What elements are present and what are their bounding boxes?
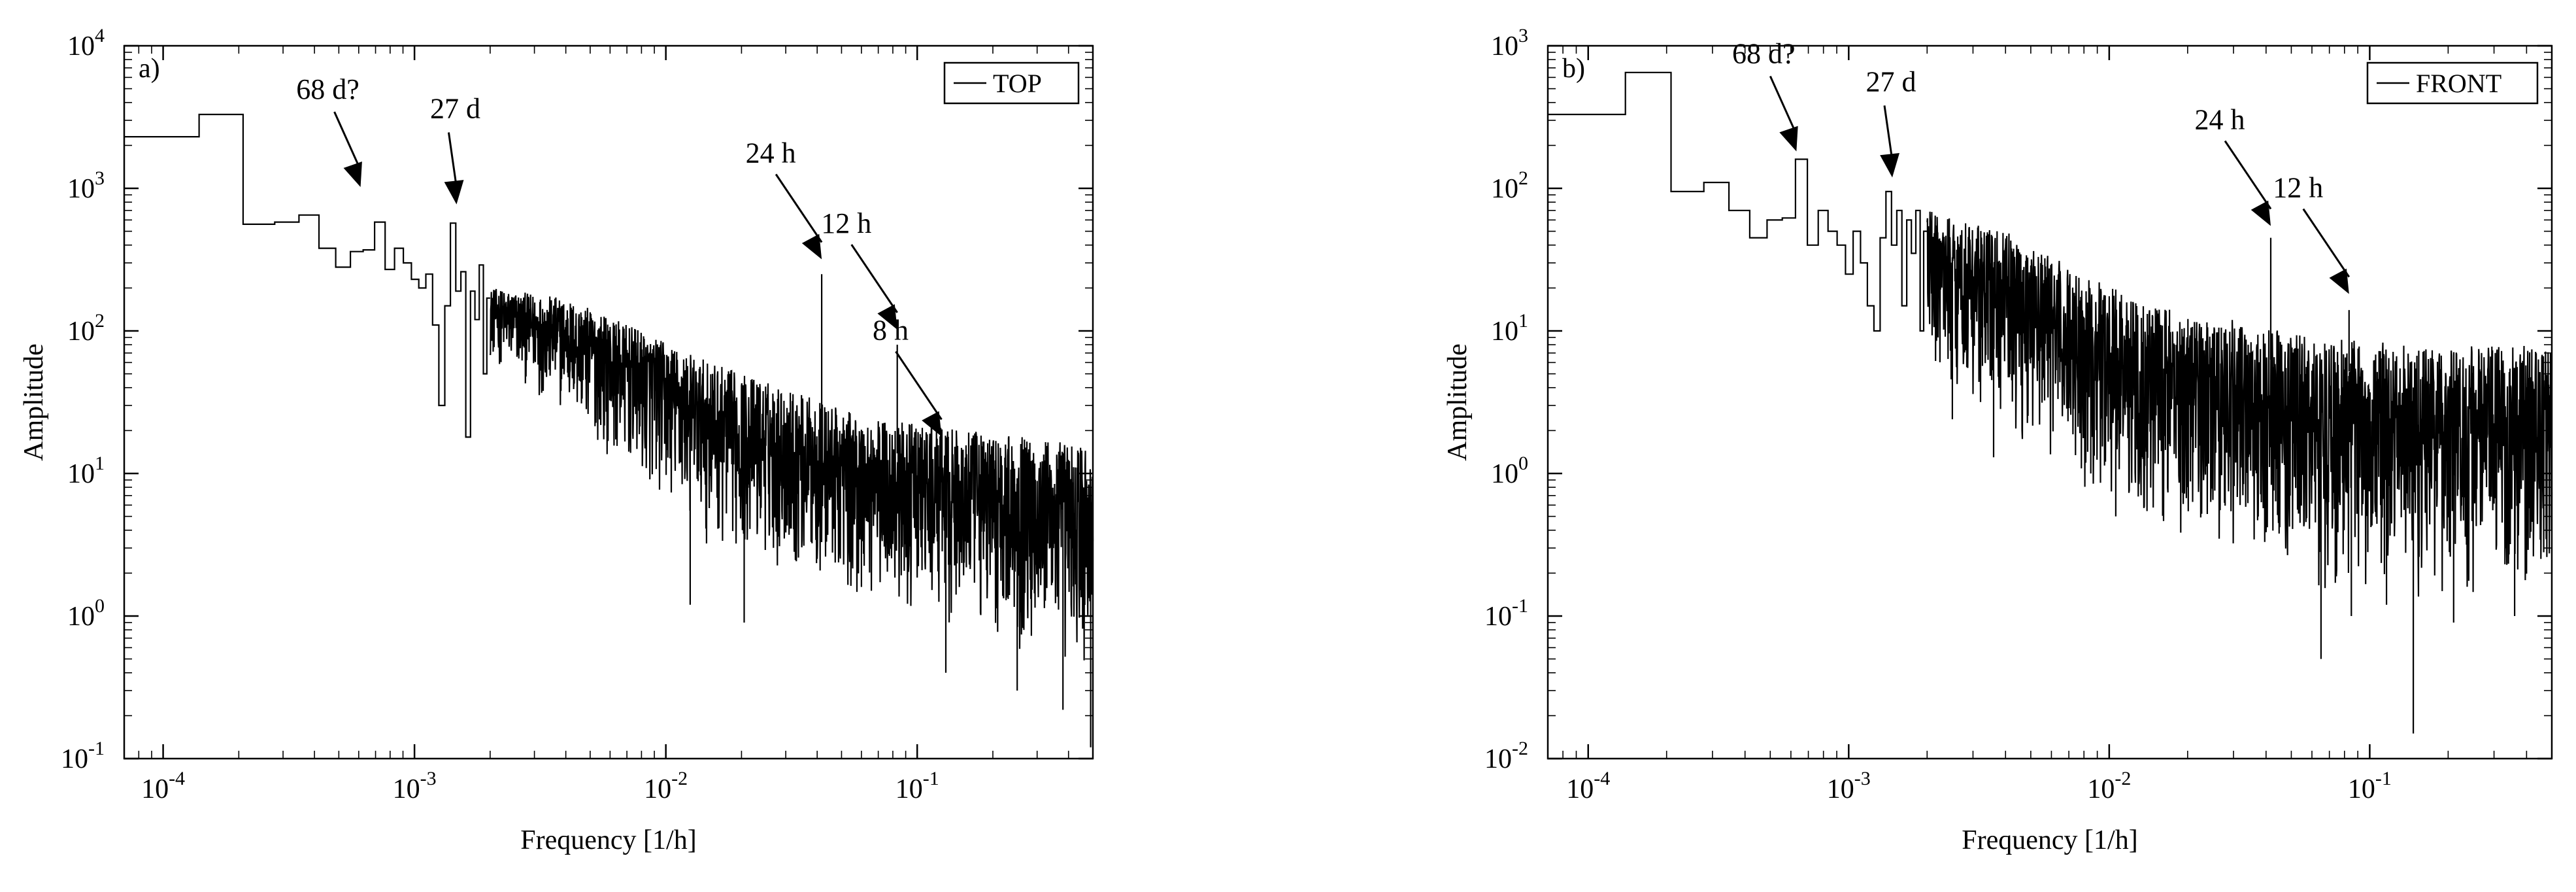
front-x-tick-label: 10-1 — [2348, 768, 2392, 804]
top-legend-label: TOP — [993, 69, 1042, 98]
front-panel-label: b) — [1562, 54, 1585, 84]
top-x-tick-label: 10-2 — [644, 768, 688, 804]
front-y-tick-label: 103 — [1491, 25, 1528, 61]
top-annotation-arrowhead — [877, 304, 897, 330]
front-y-tick-label: 101 — [1491, 310, 1528, 347]
front-annotation-arrowhead — [1779, 126, 1798, 152]
front-annotation-label: 12 h — [2273, 172, 2323, 204]
top-annotation-label: 27 d — [430, 93, 480, 125]
top-annotation-arrowhead — [444, 180, 464, 205]
front-y-tick-label: 102 — [1491, 167, 1528, 204]
front-annotation-arrow — [1769, 75, 1798, 135]
top-x-ticks: 10-4 10-3 10-2 10-1 — [124, 46, 1094, 804]
top-annotation-arrowhead — [343, 162, 362, 187]
front-annotation-arrowhead — [1880, 152, 1899, 178]
top-legend: TOP — [943, 61, 1080, 105]
top-y-tick-label: 102 — [67, 310, 105, 347]
top-annotation-label: 68 d? — [296, 73, 360, 105]
top-y-tick-label: 101 — [67, 453, 105, 489]
top-y-axis-label: Amplitude — [19, 343, 49, 461]
front-spectrum-noise — [1926, 211, 2553, 734]
top-annotation-arrow — [447, 132, 458, 188]
top-annotation-label: 12 h — [821, 207, 871, 239]
top-annotation-arrow — [850, 244, 898, 313]
front-y-tick-label: 100 — [1491, 453, 1528, 489]
front-spectrum-steps — [1548, 71, 1928, 332]
front-x-tick-label: 10-4 — [1566, 768, 1610, 804]
top-annotation-label: 8 h — [873, 315, 909, 347]
top-annotation-arrow — [895, 351, 943, 420]
front-x-tick-label: 10-3 — [1827, 768, 1871, 804]
top-x-tick-label: 10-1 — [895, 768, 939, 804]
top-y-ticks: 10-1 100 101 102 103 104 — [61, 25, 1093, 774]
top-spectrum-noise — [489, 274, 1094, 747]
top-plot-frame — [123, 44, 1094, 760]
front-annotation-arrowhead — [2329, 268, 2349, 294]
top-panel-label: a) — [139, 54, 160, 84]
top-annotation-arrowhead — [922, 411, 942, 437]
front-x-ticks: 10-4 10-3 10-2 10-1 — [1547, 46, 2552, 804]
top-x-tick-label: 10-4 — [141, 768, 185, 804]
panel-front: 10-4 10-3 10-2 10-1 10-2 10-1 100 101 102 103 b)… — [1443, 25, 2553, 855]
front-legend-label: FRONT — [2416, 69, 2501, 98]
front-legend: FRONT — [2366, 61, 2539, 105]
top-y-tick-label: 103 — [67, 167, 105, 204]
front-y-tick-label: 10-1 — [1484, 595, 1528, 632]
top-y-tick-label: 10-1 — [61, 738, 105, 774]
top-y-tick-label: 104 — [67, 25, 105, 61]
top-x-tick-label: 10-3 — [393, 768, 437, 804]
top-x-axis-label: Frequency [1/h] — [520, 825, 696, 855]
front-annotation-arrowhead — [2250, 200, 2271, 226]
front-annotation-arrow — [2302, 208, 2350, 278]
top-annotation-arrow — [775, 173, 823, 243]
top-annotation-arrow — [333, 111, 361, 171]
top-y-tick-label: 100 — [67, 595, 105, 632]
front-y-ticks: 10-2 10-1 100 101 102 103 — [1484, 25, 2552, 774]
front-annotation-arrow — [2224, 140, 2272, 210]
front-y-tick-label: 10-2 — [1484, 738, 1528, 774]
front-annotations: 68 d? 27 d 24 h 12 h — [1732, 38, 2350, 294]
front-x-tick-label: 10-2 — [2087, 768, 2131, 804]
top-annotations: 68 d? 27 d 24 h 12 h 8 h — [296, 73, 943, 437]
top-spectrum-steps — [124, 113, 490, 438]
top-annotation-arrowhead — [801, 233, 822, 260]
front-annotation-label: 68 d? — [1732, 38, 1796, 70]
front-plot-frame — [1547, 44, 2553, 760]
front-annotation-label: 27 d — [1865, 65, 1916, 97]
front-y-axis-label: Amplitude — [1443, 343, 1473, 461]
front-annotation-label: 24 h — [2195, 103, 2245, 135]
front-x-axis-label: Frequency [1/h] — [1962, 825, 2137, 855]
top-annotation-label: 24 h — [746, 137, 796, 169]
front-annotation-arrow — [1883, 105, 1894, 161]
